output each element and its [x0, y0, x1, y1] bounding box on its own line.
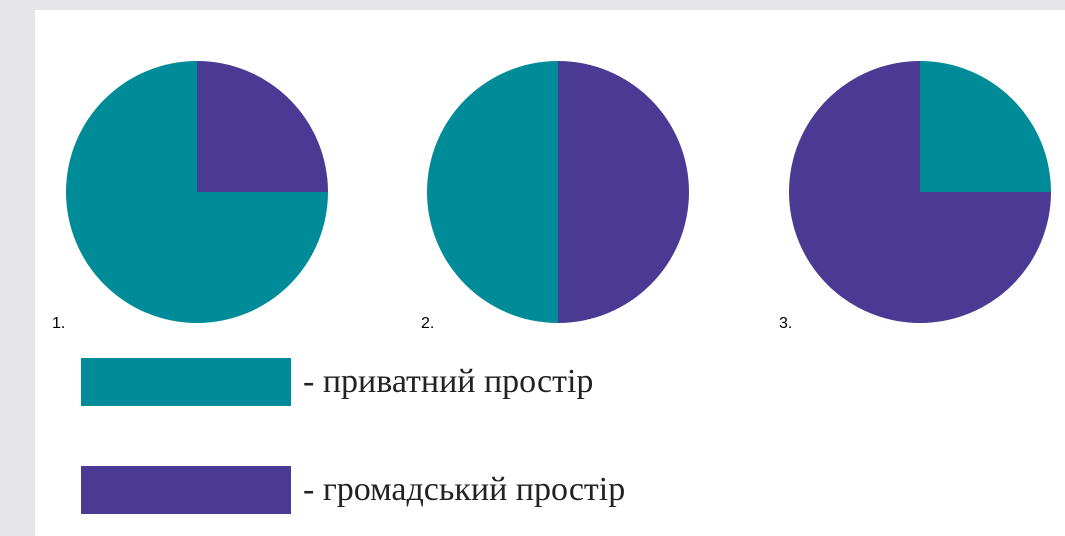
pie-3-slice-private — [920, 61, 1051, 192]
pie-2-slice-private — [427, 61, 558, 323]
pie-1-slice-public — [197, 61, 328, 192]
pie-number-3: 3. — [779, 315, 793, 332]
legend-label-private: - приватний простір — [303, 363, 594, 400]
pie-number-1: 1. — [52, 315, 66, 332]
legend-item-public: - громадський простір — [81, 466, 625, 514]
chart-canvas: 1. 2. 3. - приватний простір - громадськ… — [35, 10, 1065, 536]
pie-chart-1-svg — [66, 61, 328, 323]
pie-2-slice-public — [558, 61, 689, 323]
legend-label-public: - громадський простір — [303, 471, 626, 508]
legend-swatch-public — [81, 466, 291, 514]
pie-chart-3-svg — [789, 61, 1051, 323]
pie-1-slice-private — [66, 61, 328, 323]
pie-chart-2-svg — [427, 61, 689, 323]
legend-item-private: - приватний простір — [81, 358, 593, 406]
pie-chart-2 — [426, 60, 690, 324]
pie-3-slice-public — [789, 61, 1051, 323]
pie-chart-1 — [65, 60, 329, 324]
pie-number-2: 2. — [421, 315, 435, 332]
legend-swatch-private — [81, 358, 291, 406]
pie-chart-3 — [788, 60, 1052, 324]
